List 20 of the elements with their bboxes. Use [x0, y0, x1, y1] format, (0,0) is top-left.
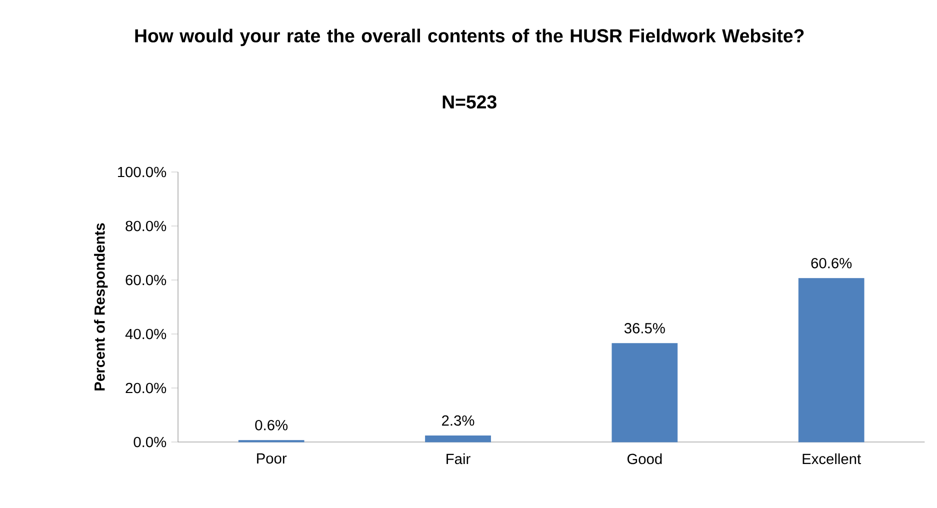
data-label: 0.6%	[255, 420, 288, 430]
y-tick-label: 0.0%	[134, 436, 166, 448]
y-tick-label: 100.0%	[118, 166, 166, 178]
chart-subtitle: N=523	[442, 95, 496, 109]
data-label: 2.3%	[442, 415, 474, 426]
bar	[425, 436, 491, 442]
chart-title: How would your rate the overall contents of the HUSR Fieldwork Website?	[135, 28, 804, 46]
y-tick-label: 40.0%	[125, 328, 166, 340]
x-tick-label: Good	[627, 453, 662, 464]
bar	[798, 278, 864, 442]
data-label: 36.5%	[624, 323, 665, 334]
bar	[612, 343, 678, 442]
x-tick-label: Poor	[257, 453, 287, 464]
y-tick-label: 20.0%	[126, 382, 166, 394]
x-tick-label: Excellent	[802, 453, 861, 464]
x-tick-label: Fair	[446, 453, 470, 464]
y-tick-label: 60.0%	[126, 274, 166, 286]
y-axis-title: Percent of Respondents	[94, 223, 108, 390]
data-label: 60.6%	[811, 258, 852, 268]
y-tick-label: 80.0%	[126, 220, 166, 232]
